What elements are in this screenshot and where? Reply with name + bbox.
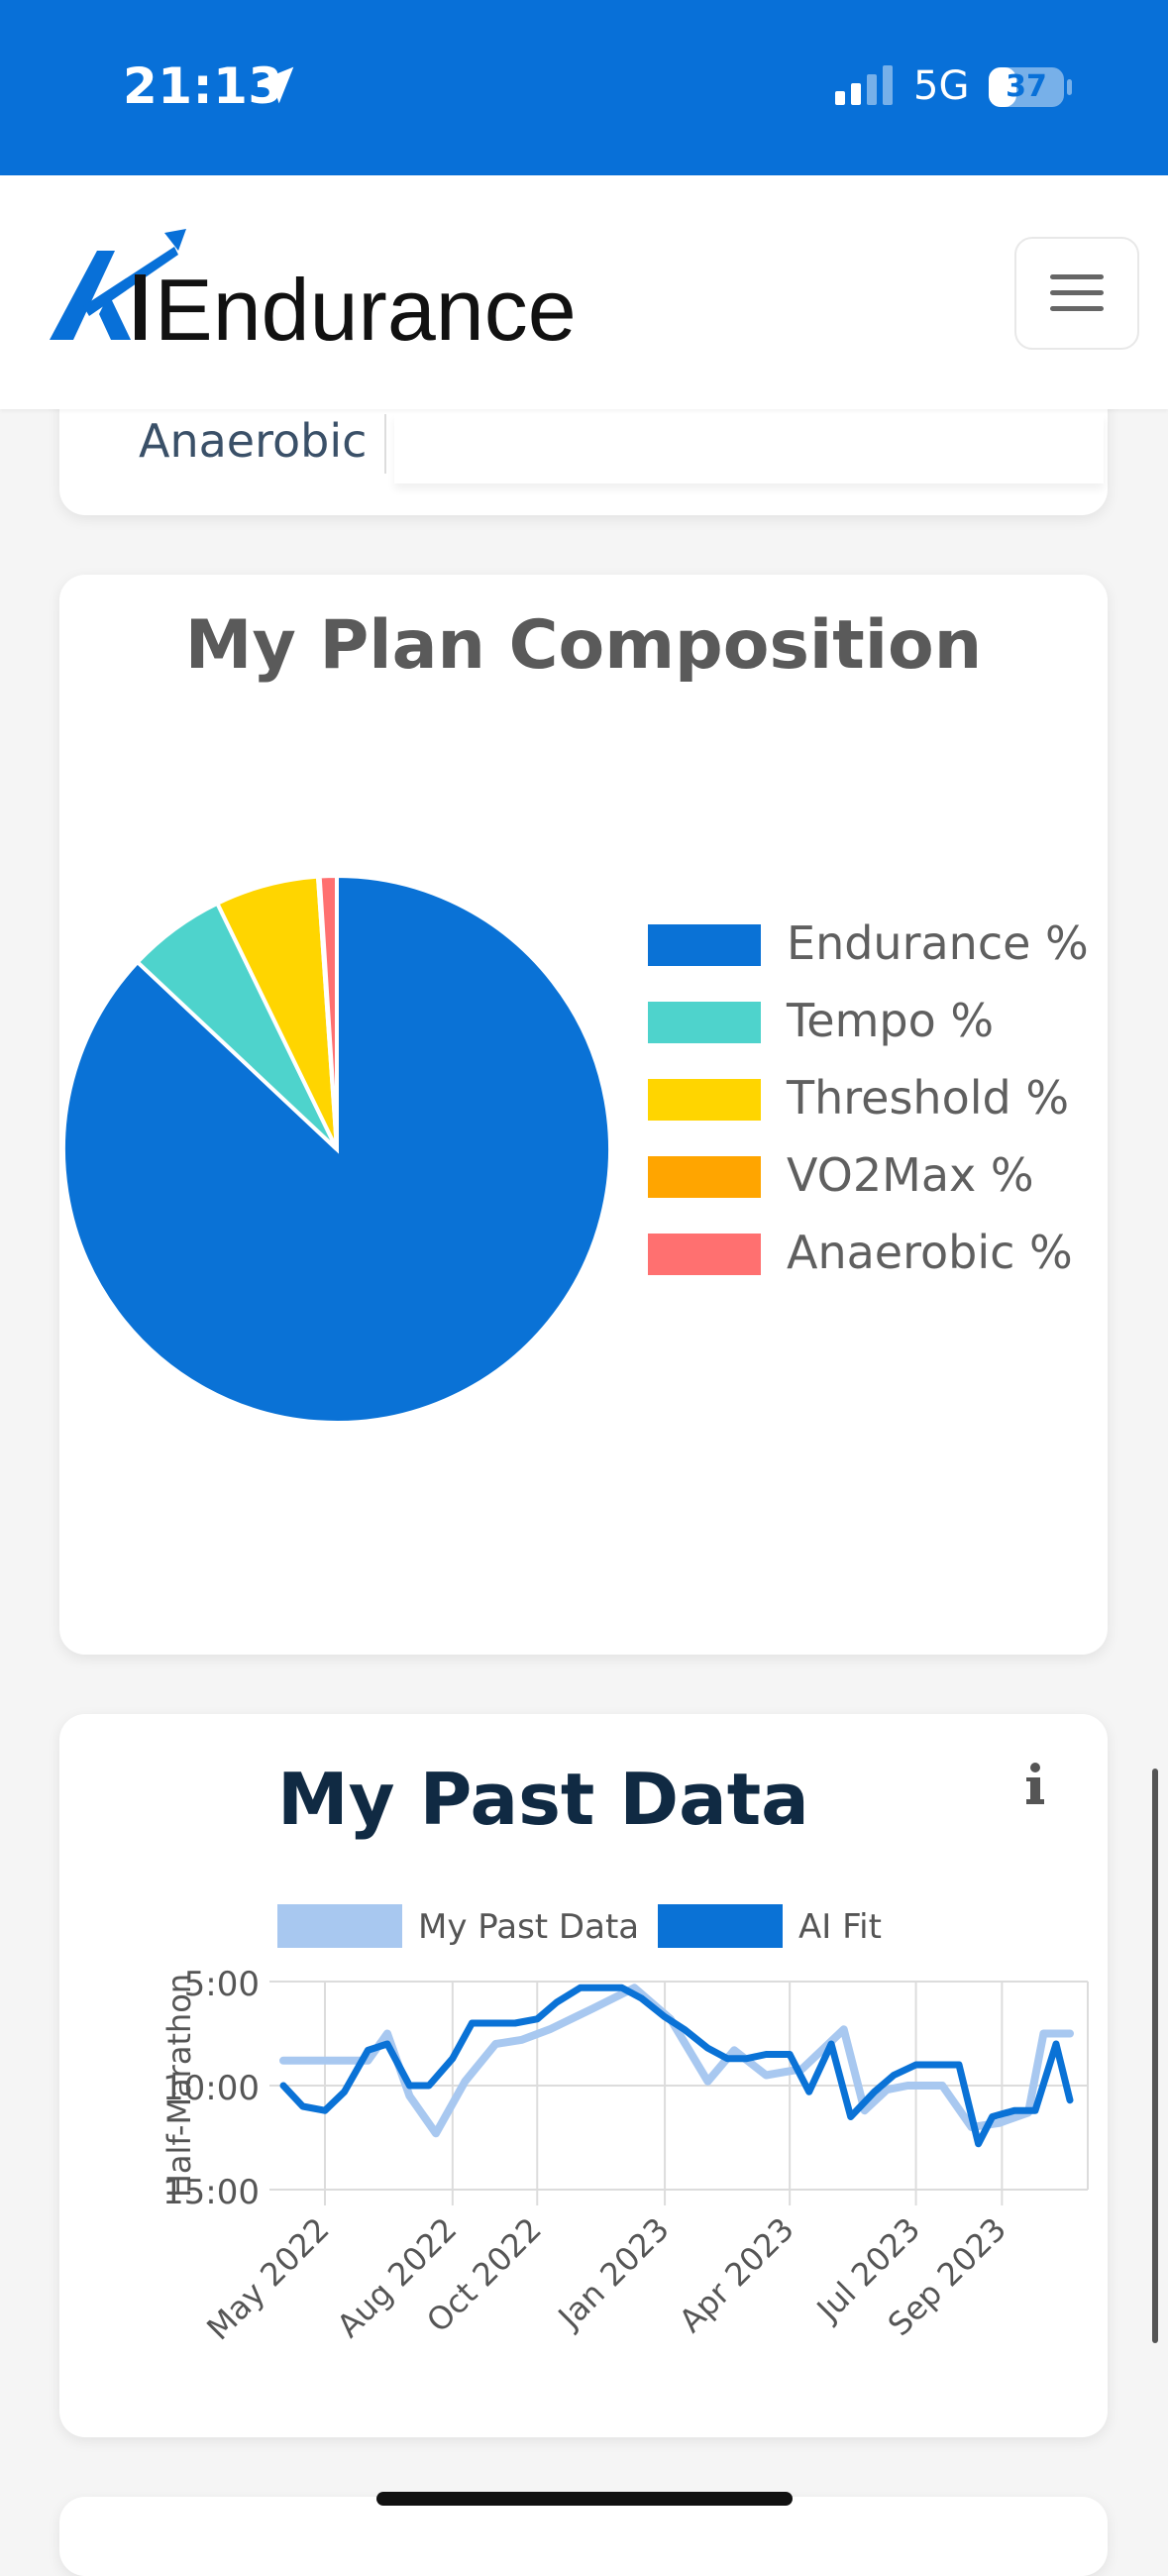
legend-swatch-my-past-data[interactable] bbox=[277, 1904, 402, 1948]
ai-endurance-logo[interactable]: Endurance bbox=[48, 225, 583, 354]
plan-composition-pie-chart[interactable] bbox=[59, 872, 634, 1447]
next-card bbox=[59, 2497, 1108, 2576]
past-data-card: 5:00 10:00 15:00 May 2022 Aug 2022 Oct 2022 Ja… bbox=[59, 1714, 1108, 2437]
battery-fill bbox=[989, 67, 1017, 107]
legend-label[interactable]: AI Fit bbox=[798, 1907, 882, 1947]
status-time: 21:13 bbox=[123, 57, 283, 115]
y-tick-label: 10:00 bbox=[162, 2069, 260, 2108]
status-bar: 21:13 5G 37 bbox=[0, 0, 1168, 175]
series-line-my-past-data[interactable] bbox=[279, 1984, 1074, 2138]
hamburger-icon bbox=[1050, 274, 1104, 279]
battery-icon: 37 bbox=[989, 67, 1064, 107]
anaerobic-label: Anaerobic bbox=[139, 414, 368, 468]
legend-label: Endurance % bbox=[787, 916, 1089, 970]
menu-button[interactable] bbox=[1014, 237, 1139, 350]
past-data-title: My Past Data bbox=[277, 1758, 809, 1841]
legend-swatch bbox=[648, 924, 761, 966]
pie-slice-endurance[interactable] bbox=[61, 873, 612, 1425]
hamburger-icon bbox=[1050, 306, 1104, 311]
plan-composition-title: My Plan Composition bbox=[184, 606, 983, 685]
legend-swatch bbox=[648, 1156, 761, 1198]
legend-swatch bbox=[648, 1234, 761, 1275]
legend-label: Anaerobic % bbox=[787, 1226, 1073, 1279]
legend-label[interactable]: My Past Data bbox=[418, 1907, 639, 1947]
legend-swatch bbox=[648, 1079, 761, 1121]
legend-label: Threshold % bbox=[787, 1071, 1070, 1125]
pie-slice-anaerobic[interactable] bbox=[317, 873, 339, 1150]
scrollbar[interactable] bbox=[1152, 1769, 1158, 2343]
legend-swatch-ai-fit[interactable] bbox=[658, 1904, 783, 1948]
legend-label: Tempo % bbox=[787, 994, 995, 1047]
x-tick-label: Jan 2023 bbox=[550, 2210, 677, 2337]
plan-composition-card: My Plan Composition Endurance % Tempo % Th… bbox=[59, 575, 1108, 1655]
divider bbox=[384, 414, 386, 474]
navbar: Endurance bbox=[0, 175, 1168, 409]
x-tick-label: Apr 2023 bbox=[672, 2210, 801, 2340]
battery-level: 37 bbox=[1006, 69, 1047, 104]
series-line-ai-fit[interactable] bbox=[279, 1984, 1074, 2148]
hamburger-icon bbox=[1050, 290, 1104, 295]
x-tick-label: May 2022 bbox=[199, 2210, 336, 2347]
y-axis-label: Half-Marathon bbox=[160, 1974, 198, 2198]
y-tick-label: 15:00 bbox=[162, 2173, 260, 2212]
legend-label: VO2Max % bbox=[787, 1148, 1034, 1202]
legend-swatch bbox=[648, 1002, 761, 1043]
location-arrow-icon bbox=[257, 66, 294, 104]
battery-nub bbox=[1067, 79, 1072, 95]
info-icon[interactable] bbox=[1020, 1762, 1050, 1807]
logo-text: Endurance bbox=[155, 261, 577, 354]
home-indicator[interactable] bbox=[376, 2492, 793, 2506]
signal-icon bbox=[835, 65, 893, 105]
network-type: 5G bbox=[913, 63, 970, 109]
y-tick-label: 5:00 bbox=[184, 1965, 260, 2004]
bar-track bbox=[394, 414, 1104, 483]
